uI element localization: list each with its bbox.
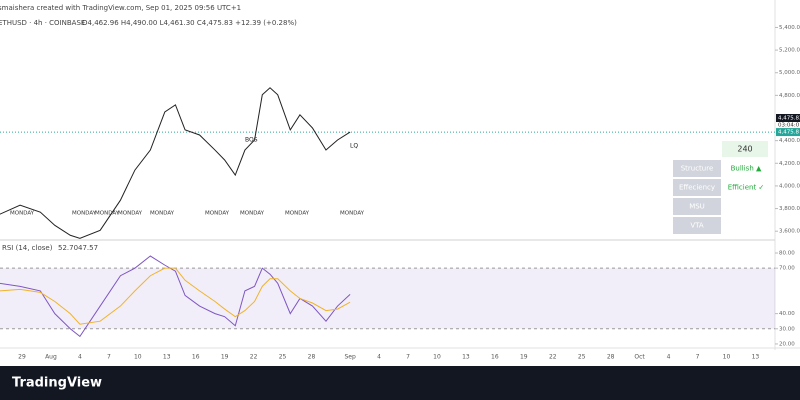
x-tick-label: 25	[578, 354, 586, 361]
day-label: MONDAY	[10, 211, 35, 217]
x-tick-label: Aug	[45, 354, 57, 361]
last-price-label-green: 4,475.8	[778, 130, 799, 136]
widget-label: VTA	[690, 222, 704, 230]
day-label: MONDAY	[205, 211, 230, 217]
day-label: MONDAY	[240, 211, 265, 217]
x-tick-label: 4	[78, 354, 82, 361]
widget-label: Effeciency	[679, 184, 715, 192]
x-tick-label: 4	[377, 354, 381, 361]
x-tick-label: 28	[607, 354, 615, 361]
x-tick-label: 7	[696, 354, 700, 361]
x-tick-label: 19	[221, 354, 229, 361]
y-tick-label: 5,200.00	[779, 48, 800, 54]
x-tick-label: 10	[723, 354, 731, 361]
y-tick-label: 5,400.00	[779, 25, 800, 31]
widget-cell	[722, 141, 768, 157]
x-tick-label: 22	[549, 354, 557, 361]
x-tick-label: 16	[192, 354, 200, 361]
footer-bar	[0, 366, 800, 400]
series-line	[0, 267, 351, 325]
annotation: LQ	[350, 143, 358, 150]
widget-value: Efficient ✓	[728, 184, 765, 192]
day-label: MONDAY	[340, 211, 365, 217]
x-tick-label: 13	[752, 354, 760, 361]
y-tick-label: 30.00	[779, 326, 795, 332]
x-tick-label: 13	[462, 354, 470, 361]
legend-value: 52.70	[58, 244, 78, 252]
widget-label: MSU	[689, 203, 705, 211]
y-tick-label: 40.00	[779, 311, 795, 317]
x-tick-label: 28	[308, 354, 316, 361]
x-tick-label: 10	[433, 354, 441, 361]
x-tick-label: Oct	[634, 354, 645, 361]
countdown: 03:04:0	[778, 123, 800, 129]
last-price-box-green	[776, 128, 800, 137]
x-tick-label: 22	[250, 354, 258, 361]
legend-value: 47.57	[78, 244, 98, 252]
pane-title: RSI (14, close)	[2, 244, 53, 252]
rsi-band	[0, 268, 775, 329]
y-tick-label: 20.00	[779, 341, 795, 347]
credit: smaishera created with TradingView.com, …	[0, 4, 241, 12]
x-tick-label: 7	[107, 354, 111, 361]
x-tick-label: 25	[279, 354, 287, 361]
y-tick-label: 3,600.00	[779, 229, 800, 235]
x-tick-label: Sep	[344, 354, 356, 361]
widget-cell	[673, 179, 721, 196]
widget-cell	[673, 198, 721, 215]
series-line	[0, 255, 351, 338]
x-tick-label: 7	[406, 354, 410, 361]
y-tick-label: 4,200.00	[779, 161, 800, 167]
y-tick-label: 4,000.00	[779, 183, 800, 189]
day-label: MONDAY	[72, 211, 97, 217]
day-label: MONDAY	[118, 211, 143, 217]
y-tick-label: 4,800.00	[779, 93, 800, 99]
ohlc: O4,462.96 H4,490.00 L4,461.30 C4,475.83 …	[82, 19, 297, 27]
x-tick-label: 29	[18, 354, 26, 361]
annotation: BOS	[245, 137, 258, 144]
widget-timeframe: 240	[737, 145, 752, 154]
x-tick-label: 16	[491, 354, 499, 361]
symbol: ETHUSD · 4h · COINBASE	[0, 19, 85, 27]
x-tick-label: 19	[520, 354, 528, 361]
widget-value: Bullish ▲	[731, 165, 762, 173]
x-tick-label: 4	[667, 354, 671, 361]
y-tick-label: 80.00	[779, 251, 795, 257]
y-tick-label: 5,000.00	[779, 70, 800, 76]
x-tick-label: 10	[134, 354, 142, 361]
y-tick-label: 3,800.00	[779, 206, 800, 212]
x-tick-label: 13	[163, 354, 171, 361]
day-label: MONDAY	[285, 211, 310, 217]
last-price-label: 4,475.83	[778, 116, 800, 122]
brand: TradingView	[12, 376, 102, 391]
day-label: MONDAY	[95, 211, 120, 217]
series-line	[0, 87, 351, 239]
y-tick-label: 70.00	[779, 266, 795, 272]
y-tick-label: 4,400.00	[779, 138, 800, 144]
widget-cell	[673, 160, 721, 177]
widget-label: Structure	[681, 165, 714, 173]
widget-cell	[673, 217, 721, 234]
last-price-box	[776, 114, 800, 122]
day-label: MONDAY	[150, 211, 175, 217]
